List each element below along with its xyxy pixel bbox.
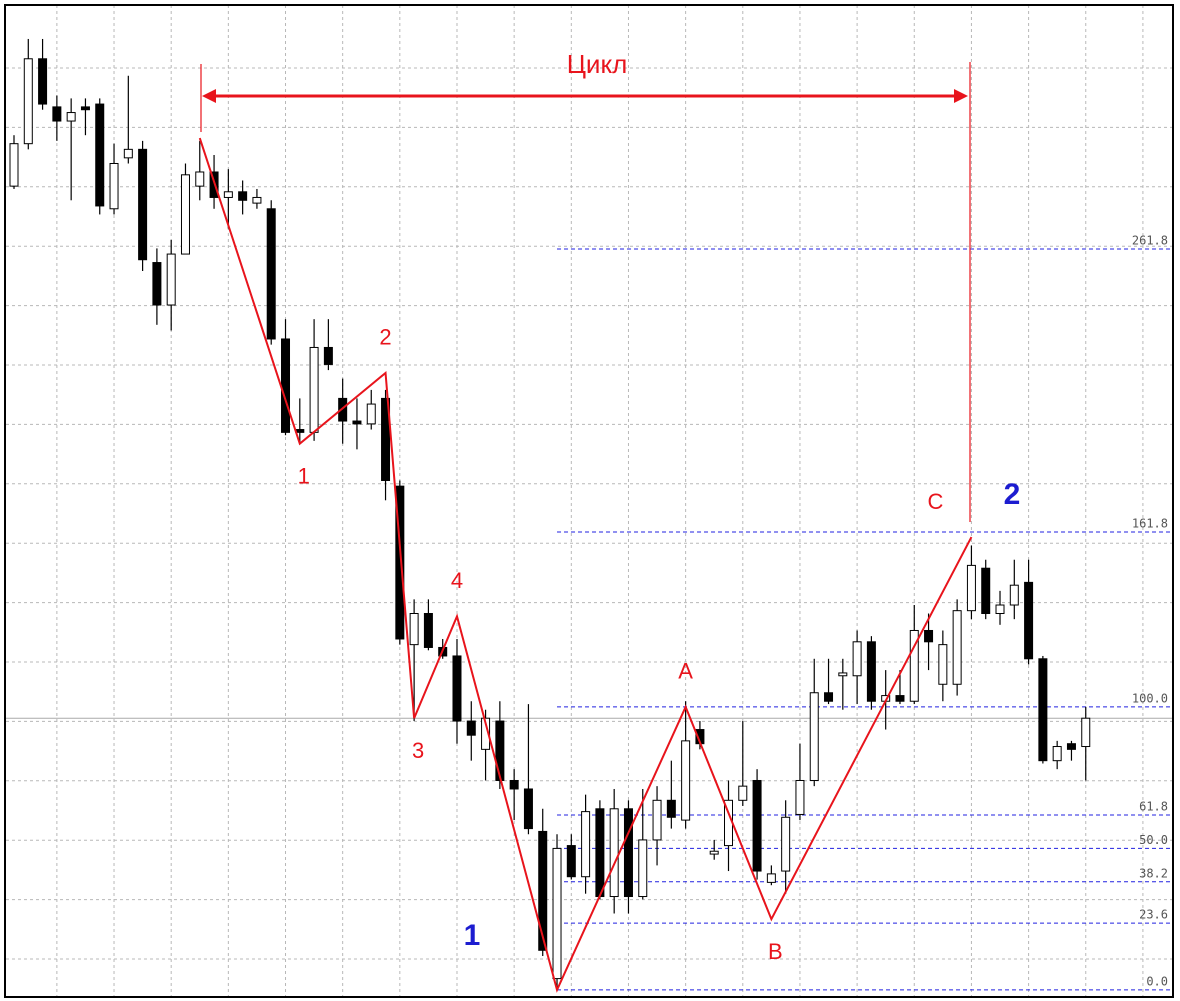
candle-body bbox=[1009, 584, 1019, 606]
wave-label: A bbox=[678, 659, 693, 684]
candle-body bbox=[852, 641, 862, 677]
fib-label: 23.6 bbox=[1139, 908, 1168, 922]
candle-body bbox=[638, 839, 648, 898]
candle-body bbox=[338, 397, 348, 422]
candle-body bbox=[80, 106, 90, 111]
candle-body bbox=[824, 692, 834, 702]
arrow-head bbox=[954, 89, 968, 103]
candle-body bbox=[9, 143, 19, 187]
candle-body bbox=[752, 779, 762, 872]
candle-body bbox=[52, 106, 62, 122]
candle-body bbox=[623, 808, 633, 898]
candle-body bbox=[452, 655, 462, 722]
candle-body bbox=[252, 196, 262, 204]
candle-body bbox=[781, 816, 791, 872]
candle-body bbox=[509, 779, 519, 790]
candle-body bbox=[1052, 746, 1062, 762]
wave-label: 2 bbox=[379, 325, 391, 350]
candle-body bbox=[552, 847, 562, 980]
candle-body bbox=[466, 720, 476, 736]
candle-body bbox=[709, 850, 719, 855]
wave-label: C bbox=[927, 489, 943, 514]
candle-body bbox=[895, 695, 905, 702]
candle-body bbox=[95, 103, 105, 207]
candle-body bbox=[166, 253, 176, 306]
candle-body bbox=[681, 740, 691, 821]
candles bbox=[9, 38, 1091, 990]
cycle-label: 2 bbox=[1004, 478, 1021, 511]
fibonacci-levels: 0.0 23.6 38.2 50.0 61.8 100.0 161.8 261.8 bbox=[557, 233, 1172, 991]
candle-body bbox=[795, 779, 805, 815]
waves: 12345ABC bbox=[198, 137, 973, 993]
arrow-head bbox=[202, 89, 216, 103]
candle-body bbox=[66, 112, 76, 122]
candle-body bbox=[395, 485, 405, 640]
candle-body bbox=[566, 845, 576, 878]
candle-body bbox=[481, 717, 491, 750]
fib-label: 38.2 bbox=[1139, 866, 1168, 880]
candle-body bbox=[1038, 658, 1048, 762]
candle-body bbox=[809, 692, 819, 781]
candle-body bbox=[309, 346, 319, 433]
candle-body bbox=[1081, 717, 1091, 748]
candle-body bbox=[138, 148, 148, 261]
candle-body bbox=[381, 397, 391, 481]
wave-line bbox=[198, 137, 973, 993]
candle-body bbox=[866, 641, 876, 702]
candle-body bbox=[281, 338, 291, 433]
candle-body bbox=[152, 262, 162, 306]
candle-body bbox=[738, 785, 748, 801]
candle-body bbox=[409, 613, 419, 646]
candle-body bbox=[366, 403, 376, 425]
candle-body bbox=[995, 604, 1005, 615]
candle-body bbox=[38, 58, 48, 105]
candle-body bbox=[966, 564, 976, 612]
candle-body bbox=[838, 672, 848, 677]
candle-body bbox=[581, 811, 591, 878]
candle-body bbox=[223, 191, 233, 198]
candle-body bbox=[952, 610, 962, 685]
candle-body bbox=[981, 567, 991, 615]
wave-label: 1 bbox=[298, 464, 310, 489]
candle-body bbox=[495, 720, 505, 781]
candle-body bbox=[938, 644, 948, 685]
fib-label: 0.0 bbox=[1146, 974, 1168, 988]
fib-label: 61.8 bbox=[1139, 800, 1168, 814]
candle-body bbox=[538, 830, 548, 951]
fib-label: 50.0 bbox=[1139, 833, 1168, 847]
candle-body bbox=[924, 629, 934, 643]
candle-body bbox=[609, 808, 619, 898]
candle-body bbox=[1066, 743, 1076, 750]
candle-body bbox=[180, 174, 190, 255]
candle-body bbox=[766, 873, 776, 883]
candle-body bbox=[23, 58, 33, 145]
candle-body bbox=[323, 346, 333, 365]
wave-label: 4 bbox=[451, 568, 463, 593]
fib-label: 261.8 bbox=[1132, 233, 1168, 247]
candle-body bbox=[595, 808, 605, 898]
candle-body bbox=[195, 171, 205, 187]
frame bbox=[4, 4, 1174, 998]
candle-body bbox=[352, 420, 362, 425]
cycle-label: 1 bbox=[464, 919, 481, 952]
cycle-title: Цикл bbox=[567, 49, 628, 79]
candle-body bbox=[123, 148, 133, 159]
candle-body bbox=[666, 799, 676, 818]
fib-label: 100.0 bbox=[1132, 691, 1168, 705]
wave-label: 3 bbox=[412, 738, 424, 763]
candle-body bbox=[109, 162, 119, 210]
candle-body bbox=[652, 799, 662, 841]
fib-label: 161.8 bbox=[1132, 516, 1168, 530]
candle-body bbox=[266, 208, 276, 340]
candle-body bbox=[1024, 581, 1034, 660]
candle-body bbox=[909, 629, 919, 702]
candle-body bbox=[238, 191, 248, 201]
candle-body bbox=[423, 613, 433, 648]
wave-label: B bbox=[768, 939, 783, 964]
candle-body bbox=[523, 788, 533, 830]
